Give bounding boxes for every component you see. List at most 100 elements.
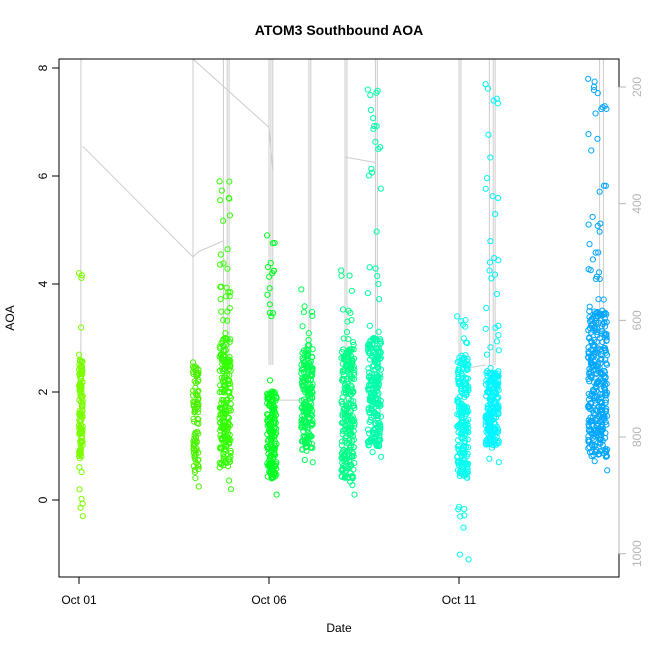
data-point bbox=[309, 346, 316, 353]
data-point bbox=[264, 390, 271, 397]
data-point bbox=[585, 427, 593, 434]
data-point bbox=[458, 434, 465, 441]
data-point bbox=[492, 399, 499, 406]
data-point bbox=[346, 364, 353, 371]
data-point bbox=[364, 290, 372, 297]
data-point bbox=[300, 309, 307, 316]
data-point bbox=[347, 365, 355, 372]
data-points bbox=[75, 75, 611, 563]
data-point bbox=[596, 188, 603, 195]
data-point bbox=[307, 391, 314, 398]
series-4 bbox=[298, 286, 316, 466]
data-point bbox=[301, 303, 308, 310]
x-tick-label-2: Oct 11 bbox=[442, 593, 477, 607]
data-point bbox=[495, 257, 502, 264]
data-point bbox=[222, 382, 229, 389]
data-point bbox=[594, 90, 601, 97]
data-point bbox=[349, 357, 356, 364]
data-point bbox=[347, 371, 354, 378]
data-point bbox=[592, 427, 599, 434]
data-point bbox=[194, 388, 201, 395]
data-point bbox=[602, 182, 609, 189]
data-point bbox=[308, 354, 316, 361]
data-point bbox=[462, 323, 469, 330]
data-point bbox=[495, 386, 502, 394]
data-point bbox=[377, 423, 384, 430]
overlay-line-2 bbox=[344, 156, 376, 163]
data-point bbox=[586, 241, 593, 248]
data-point bbox=[490, 97, 497, 104]
data-point bbox=[338, 272, 345, 279]
data-point bbox=[484, 425, 491, 432]
data-point bbox=[599, 312, 606, 319]
data-point bbox=[301, 436, 309, 444]
data-point bbox=[464, 460, 472, 467]
data-point bbox=[345, 307, 352, 314]
data-point bbox=[227, 407, 234, 414]
data-point bbox=[349, 482, 356, 489]
data-point bbox=[492, 381, 499, 388]
data-point bbox=[463, 339, 471, 347]
data-point bbox=[454, 459, 462, 466]
data-point bbox=[493, 338, 501, 345]
data-point bbox=[267, 260, 274, 267]
data-point bbox=[272, 391, 279, 398]
data-point bbox=[76, 411, 83, 418]
data-point bbox=[455, 429, 462, 436]
data-point bbox=[493, 441, 500, 448]
data-point bbox=[220, 260, 227, 267]
data-point bbox=[482, 325, 489, 332]
y-tick-label-0: 0 bbox=[36, 496, 50, 503]
data-point bbox=[595, 249, 602, 256]
data-point bbox=[595, 269, 603, 276]
y-axis: 0 2 4 6 8 bbox=[36, 64, 60, 503]
data-point bbox=[224, 265, 231, 272]
data-point bbox=[306, 431, 313, 438]
data-point bbox=[365, 441, 373, 448]
data-point bbox=[368, 353, 375, 360]
data-point bbox=[220, 450, 227, 457]
data-point bbox=[347, 390, 355, 398]
data-point bbox=[601, 344, 609, 352]
data-point bbox=[458, 422, 465, 429]
data-point bbox=[365, 430, 373, 437]
series-5 bbox=[338, 267, 358, 498]
series-2 bbox=[216, 178, 235, 493]
data-point bbox=[366, 369, 373, 376]
data-point bbox=[226, 388, 233, 395]
data-point bbox=[217, 412, 224, 419]
data-point bbox=[348, 287, 355, 294]
data-point bbox=[300, 433, 307, 440]
data-point bbox=[586, 318, 594, 325]
data-point bbox=[266, 461, 273, 468]
data-point-max bbox=[364, 86, 371, 93]
data-point bbox=[375, 380, 383, 388]
data-point bbox=[464, 450, 471, 457]
data-point bbox=[458, 318, 465, 325]
data-point-max bbox=[264, 232, 271, 239]
data-point bbox=[218, 283, 225, 290]
data-point bbox=[226, 356, 233, 363]
data-point bbox=[222, 372, 229, 380]
data-point bbox=[375, 328, 382, 335]
data-point bbox=[298, 370, 305, 377]
data-point bbox=[224, 437, 231, 444]
data-point bbox=[460, 451, 468, 458]
data-point bbox=[370, 429, 377, 436]
data-point bbox=[366, 264, 373, 271]
data-point bbox=[464, 383, 472, 390]
data-point bbox=[271, 239, 278, 247]
data-point bbox=[350, 398, 357, 405]
data-point bbox=[595, 296, 602, 303]
data-point bbox=[350, 341, 357, 349]
data-point bbox=[587, 414, 594, 421]
data-point bbox=[374, 273, 381, 280]
data-point bbox=[592, 366, 599, 373]
data-point bbox=[377, 338, 384, 345]
data-point bbox=[301, 358, 309, 365]
data-point bbox=[342, 389, 349, 396]
data-point bbox=[218, 365, 226, 373]
data-point bbox=[374, 412, 382, 419]
series-8 bbox=[482, 81, 502, 466]
data-point bbox=[264, 445, 272, 452]
